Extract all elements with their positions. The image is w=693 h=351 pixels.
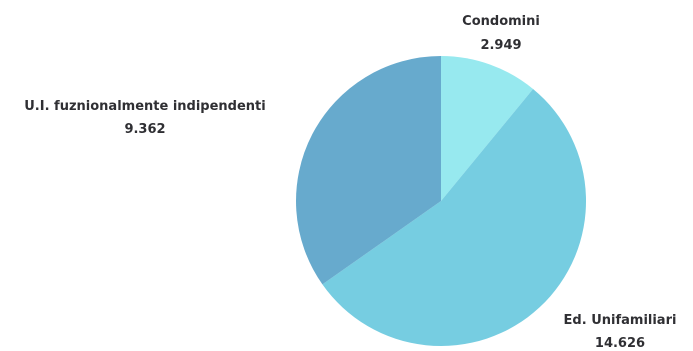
label-ui-fuznionalmente-indipendenti: U.I. fuznionalmente indipendenti 9.362 [24, 99, 265, 137]
label-ed-unifamiliari: Ed. Unifamiliari 14.626 [564, 313, 677, 351]
slice-value-ui-indipendenti: 9.362 [124, 122, 165, 137]
slice-label-ui-indipendenti: U.I. fuznionalmente indipendenti [24, 99, 265, 114]
slice-value-condomini: 2.949 [480, 38, 521, 53]
pie-slice-ed-unifamiliari [322, 88, 587, 347]
slice-value-ed-unifamiliari: 14.626 [595, 336, 645, 351]
pie-slices [296, 55, 587, 347]
pie-slice-condomini [441, 55, 534, 201]
slice-label-ed-unifamiliari: Ed. Unifamiliari [564, 313, 677, 328]
pie-slice-u-i-fuznionalmente-indipendenti [296, 56, 441, 285]
label-condomini: Condomini 2.949 [462, 14, 540, 53]
slice-label-condomini: Condomini [462, 14, 540, 29]
